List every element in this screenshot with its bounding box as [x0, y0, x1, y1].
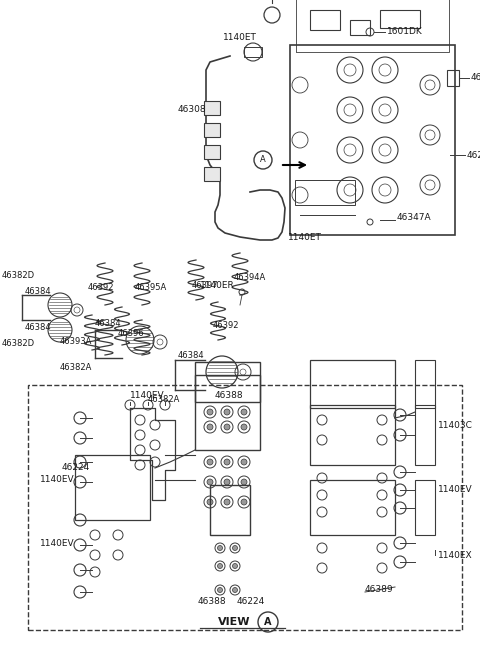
Bar	[290, 45, 455, 235]
Text: 46210: 46210	[467, 150, 480, 159]
Text: 46397: 46397	[192, 281, 218, 289]
Text: 46308: 46308	[178, 106, 206, 115]
Circle shape	[224, 459, 230, 465]
Circle shape	[241, 424, 247, 430]
Text: 46384: 46384	[95, 319, 121, 327]
Circle shape	[232, 588, 238, 592]
Circle shape	[217, 588, 223, 592]
Circle shape	[224, 499, 230, 505]
Text: A: A	[260, 155, 266, 165]
Text: 46385A: 46385A	[471, 73, 480, 83]
Bar	[296, 0, 449, 52]
Bar	[350, 20, 370, 35]
Text: 46392: 46392	[213, 321, 240, 331]
Circle shape	[207, 479, 213, 485]
Bar	[295, 180, 355, 205]
Circle shape	[241, 459, 247, 465]
Bar	[380, 10, 420, 28]
Bar	[415, 480, 435, 535]
Bar	[415, 405, 435, 465]
Circle shape	[217, 564, 223, 569]
Text: 46382A: 46382A	[60, 363, 92, 373]
Bar	[204, 101, 220, 115]
Text: 46396: 46396	[118, 329, 144, 337]
Text: 1140ET: 1140ET	[223, 33, 257, 41]
Text: 46393A: 46393A	[60, 337, 92, 346]
Text: 1140ET: 1140ET	[288, 234, 322, 243]
Text: 1140EV: 1140EV	[438, 485, 473, 495]
Circle shape	[224, 479, 230, 485]
Bar	[204, 145, 220, 159]
Text: 46224: 46224	[62, 464, 90, 472]
Text: 1140EX: 1140EX	[438, 550, 473, 560]
Text: 46388: 46388	[198, 598, 227, 607]
Text: 46392: 46392	[88, 283, 115, 293]
Circle shape	[241, 409, 247, 415]
Text: 46382A: 46382A	[148, 396, 180, 405]
Bar	[447, 70, 459, 86]
Circle shape	[207, 459, 213, 465]
Text: 46384: 46384	[25, 323, 52, 331]
Circle shape	[232, 546, 238, 550]
Text: 46384: 46384	[25, 287, 52, 297]
Circle shape	[207, 424, 213, 430]
Circle shape	[224, 424, 230, 430]
Bar	[415, 360, 435, 408]
Circle shape	[207, 409, 213, 415]
Text: 11403C: 11403C	[438, 420, 473, 430]
Text: 46382D: 46382D	[2, 338, 35, 348]
Circle shape	[207, 499, 213, 505]
Text: 46389: 46389	[365, 586, 394, 594]
Circle shape	[217, 546, 223, 550]
Bar	[28, 385, 462, 630]
Text: 46224: 46224	[237, 598, 265, 607]
Bar	[244, 47, 262, 57]
Bar	[204, 123, 220, 137]
Text: 1140ER: 1140ER	[200, 281, 235, 291]
Bar	[204, 167, 220, 181]
Text: 1140EV: 1140EV	[130, 392, 165, 401]
Bar	[310, 360, 395, 408]
Text: 1601DK: 1601DK	[387, 28, 423, 37]
Bar	[310, 10, 340, 30]
Text: A: A	[264, 617, 272, 627]
Bar	[310, 480, 395, 535]
Bar	[310, 405, 395, 465]
Bar	[195, 375, 260, 450]
Bar	[210, 485, 250, 535]
Circle shape	[232, 564, 238, 569]
Text: 1140EV: 1140EV	[40, 539, 74, 548]
Bar	[75, 455, 150, 520]
Text: 46347A: 46347A	[397, 213, 432, 222]
Text: 46388: 46388	[215, 392, 244, 401]
Text: 46395A: 46395A	[135, 283, 167, 293]
Circle shape	[241, 499, 247, 505]
Circle shape	[241, 479, 247, 485]
Text: 46384: 46384	[178, 350, 204, 359]
Text: 1140EV: 1140EV	[40, 476, 74, 485]
Circle shape	[224, 409, 230, 415]
Bar	[195, 362, 260, 402]
Text: 46394A: 46394A	[234, 274, 266, 283]
Text: 46382D: 46382D	[2, 270, 35, 279]
Text: VIEW: VIEW	[218, 617, 251, 627]
